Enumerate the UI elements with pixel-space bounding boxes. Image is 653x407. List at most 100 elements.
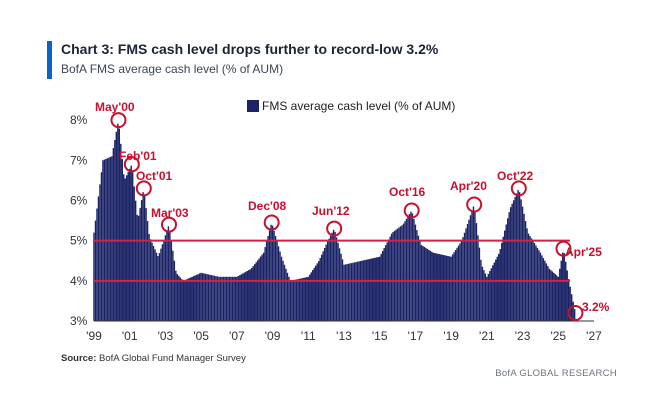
x-tick-label: '21 [479, 329, 495, 343]
cash-bar [453, 252, 455, 321]
cash-bar [380, 253, 382, 321]
cash-bar [440, 254, 442, 321]
cash-bar [206, 274, 208, 321]
cash-bar [143, 195, 146, 321]
cash-bar [117, 123, 119, 322]
x-tick-label: '17 [408, 329, 424, 343]
cash-bar [213, 275, 216, 321]
cash-bar [416, 230, 418, 321]
cash-bar [256, 260, 259, 321]
y-tick-label: 7% [70, 153, 88, 167]
cash-bar [219, 276, 222, 321]
annotation-circle [135, 180, 152, 197]
cash-bar [145, 208, 147, 321]
cash-bar [225, 276, 228, 321]
cash-bar [509, 207, 512, 321]
cash-bar [231, 276, 234, 321]
cash-bar [158, 253, 161, 321]
cash-bar [508, 212, 510, 321]
cash-bar [557, 276, 559, 321]
cash-bar [365, 259, 368, 321]
cash-bar [182, 280, 184, 321]
cash-bar [319, 258, 321, 321]
cash-bar [527, 233, 530, 321]
cash-bar [259, 256, 262, 321]
cash-bar [115, 131, 118, 321]
cash-bar [198, 273, 201, 321]
cash-bar [432, 252, 434, 321]
cash-bar [207, 274, 210, 321]
cash-bar [349, 263, 351, 321]
cash-bar [520, 199, 522, 321]
cash-bar [126, 175, 128, 321]
cash-bar [157, 256, 159, 321]
cash-bar [114, 139, 116, 321]
cash-bar [133, 186, 135, 321]
cash-bar [222, 276, 225, 321]
cash-bar [481, 266, 484, 321]
cash-bar [252, 266, 254, 321]
cash-bar [556, 275, 558, 321]
cash-bar [178, 275, 180, 321]
cash-bar [364, 260, 366, 321]
cash-bar [315, 265, 317, 321]
cash-bar [565, 261, 567, 321]
cash-bar [407, 216, 409, 321]
annotation-label: Apr'20 [450, 179, 487, 193]
annotation-label: Jun'12 [312, 204, 350, 218]
cash-bar [475, 223, 478, 321]
cash-bar [535, 245, 537, 321]
cash-bar [505, 224, 507, 321]
chart-title: Chart 3: FMS cash level drops further to… [61, 41, 439, 57]
cash-bar [526, 228, 528, 321]
title-accent-bar [47, 41, 52, 79]
cash-bar [392, 231, 394, 321]
cash-bar [298, 278, 301, 321]
annotation-circle [510, 180, 527, 197]
cash-bar [240, 274, 243, 321]
cash-bar [341, 259, 344, 321]
cash-bar [425, 247, 427, 321]
cash-bar [233, 276, 235, 321]
cash-bar [495, 259, 497, 321]
cash-bar [506, 218, 509, 321]
cash-bar [134, 200, 137, 321]
y-tick-label: 5% [70, 234, 88, 248]
cash-bar [120, 143, 122, 321]
cash-bar [160, 248, 162, 321]
cash-bar [292, 280, 295, 321]
cash-bar [320, 254, 323, 321]
cash-bar [251, 267, 253, 321]
cash-bar [512, 200, 515, 321]
cash-bar [569, 286, 571, 321]
cash-bar [96, 208, 98, 321]
cash-bar [212, 275, 214, 321]
cash-bar [413, 218, 415, 321]
cash-bar [541, 255, 543, 321]
cash-bar [210, 275, 213, 321]
cash-bar [539, 252, 542, 321]
cash-bar [572, 301, 574, 321]
cash-bar [379, 256, 381, 321]
cash-bar [146, 221, 149, 321]
cash-bar [303, 277, 305, 321]
cash-bar [129, 168, 131, 321]
cash-bar [472, 206, 475, 321]
cash-bar [161, 244, 164, 321]
cash-bar [383, 248, 385, 321]
cash-bar [353, 262, 356, 321]
cash-bar [123, 174, 125, 321]
cash-bar [317, 261, 320, 321]
cash-bar [484, 273, 487, 321]
cash-bar [399, 226, 402, 321]
cash-bar [410, 211, 412, 321]
x-tick-label: '01 [122, 329, 138, 343]
y-tick-label: 6% [70, 193, 88, 207]
cash-bar [483, 270, 485, 321]
cash-bar [203, 273, 205, 321]
cash-bar [367, 259, 369, 321]
cash-bar [140, 200, 143, 321]
cash-bar [99, 184, 101, 321]
cash-bar [393, 230, 396, 321]
x-tick-label: '05 [193, 329, 209, 343]
